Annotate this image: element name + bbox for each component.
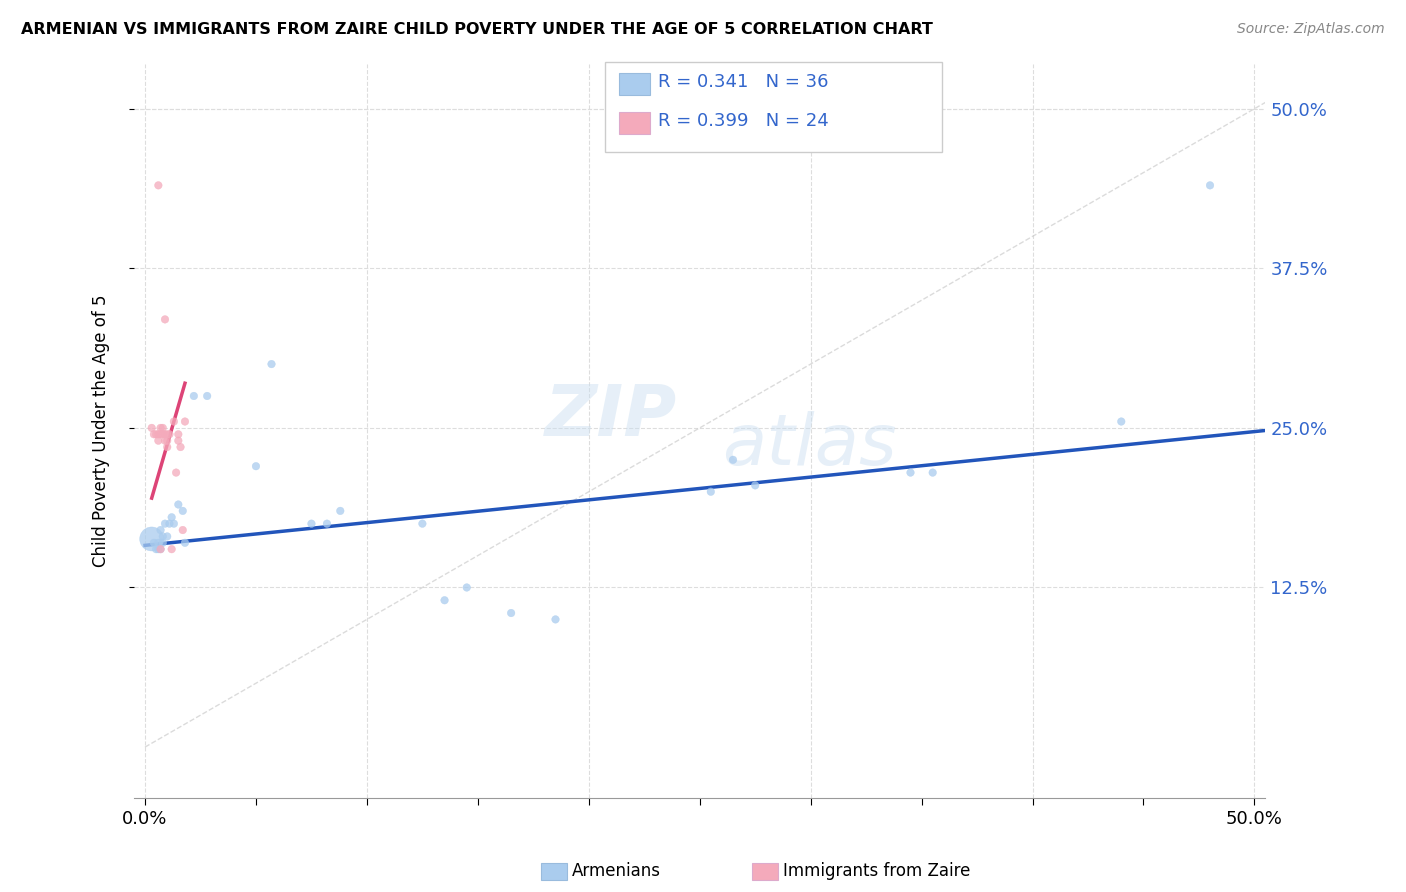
Point xyxy=(456,581,478,595)
Point xyxy=(167,427,190,442)
Point xyxy=(1109,415,1132,429)
Point xyxy=(900,466,922,480)
Point xyxy=(160,542,183,557)
Point xyxy=(721,452,744,467)
Point xyxy=(160,510,183,524)
Point xyxy=(152,536,174,550)
Text: ARMENIAN VS IMMIGRANTS FROM ZAIRE CHILD POVERTY UNDER THE AGE OF 5 CORRELATION C: ARMENIAN VS IMMIGRANTS FROM ZAIRE CHILD … xyxy=(21,22,934,37)
Point xyxy=(544,612,567,626)
Point xyxy=(156,529,179,543)
Point xyxy=(153,312,176,326)
Point xyxy=(174,536,197,550)
Point xyxy=(153,427,176,442)
Point xyxy=(163,415,186,429)
Point xyxy=(744,478,766,492)
Point xyxy=(156,427,179,442)
Point xyxy=(149,542,172,557)
Point xyxy=(152,427,174,442)
Text: atlas: atlas xyxy=(723,411,897,480)
Point xyxy=(141,421,163,435)
Point xyxy=(501,606,523,620)
Point xyxy=(142,427,165,442)
Point xyxy=(149,421,172,435)
Y-axis label: Child Poverty Under the Age of 5: Child Poverty Under the Age of 5 xyxy=(93,295,110,567)
Text: R = 0.341   N = 36: R = 0.341 N = 36 xyxy=(658,73,828,91)
Point xyxy=(148,536,170,550)
Point xyxy=(169,440,191,454)
Point xyxy=(260,357,283,371)
Point xyxy=(148,434,170,448)
Text: Source: ZipAtlas.com: Source: ZipAtlas.com xyxy=(1237,22,1385,37)
Point xyxy=(159,427,181,442)
Point xyxy=(195,389,218,403)
Point xyxy=(141,532,163,546)
Text: Armenians: Armenians xyxy=(572,862,661,880)
Point xyxy=(156,440,179,454)
Point xyxy=(172,504,194,518)
Point xyxy=(159,516,181,531)
Point xyxy=(142,536,165,550)
Point xyxy=(411,516,433,531)
Point xyxy=(149,523,172,537)
Point xyxy=(145,542,167,557)
Point xyxy=(165,466,187,480)
Text: R = 0.399   N = 24: R = 0.399 N = 24 xyxy=(658,112,828,129)
Point xyxy=(183,389,205,403)
Point xyxy=(700,484,723,499)
Point xyxy=(921,466,943,480)
Point xyxy=(149,427,172,442)
Point xyxy=(167,498,190,512)
Point xyxy=(152,421,174,435)
Point xyxy=(1199,178,1222,193)
Point xyxy=(433,593,456,607)
Point xyxy=(329,504,352,518)
Point xyxy=(145,427,167,442)
Point xyxy=(148,542,170,557)
Point xyxy=(149,542,172,557)
Point xyxy=(172,523,194,537)
Point xyxy=(245,459,267,474)
Point xyxy=(148,427,170,442)
Point xyxy=(153,516,176,531)
Text: Immigrants from Zaire: Immigrants from Zaire xyxy=(783,862,970,880)
Point xyxy=(163,516,186,531)
Point xyxy=(152,529,174,543)
Point xyxy=(148,178,170,193)
Point xyxy=(167,434,190,448)
Point xyxy=(301,516,323,531)
Point xyxy=(156,434,179,448)
Text: ZIP: ZIP xyxy=(546,382,678,451)
Point xyxy=(174,415,197,429)
Point xyxy=(153,434,176,448)
Point xyxy=(316,516,339,531)
